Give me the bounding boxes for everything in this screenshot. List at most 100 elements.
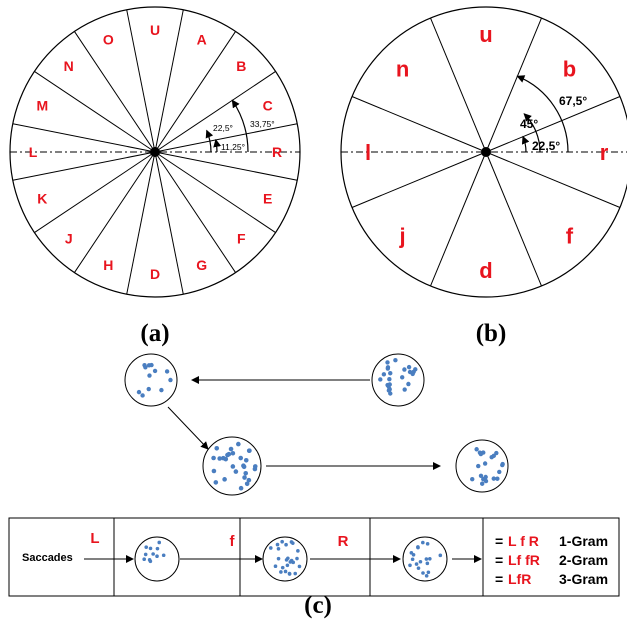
cluster-dense-mid-dot	[221, 455, 226, 461]
cluster-dense-top	[371, 353, 425, 407]
seq-cluster-1	[134, 536, 180, 582]
cluster-dense-top-dot	[385, 360, 390, 365]
cluster-medium-right-dot	[477, 450, 483, 455]
seq-cluster-3-dot	[409, 551, 414, 555]
wheel-b-8-sectors: r b u n l j d f 22,5° 45° 67,5°	[340, 6, 627, 298]
cluster-sparse-dot	[136, 389, 142, 395]
cluster-dense-mid-dot	[252, 466, 258, 472]
cluster-sparse-dot	[164, 369, 170, 374]
seq-cluster-2-dot	[297, 564, 302, 569]
cluster-sparse-dot	[143, 365, 148, 370]
cluster-dense-mid-dot	[244, 481, 250, 487]
cluster-dense-top-dot	[393, 357, 398, 363]
cluster-dense-mid-dot	[246, 477, 252, 483]
wheel-a-angle-11: 11,25°	[221, 142, 245, 152]
wa-sector-label: G	[196, 257, 207, 273]
seq-cluster-1-dot	[161, 553, 166, 558]
cluster-dense-mid-dot	[228, 446, 234, 452]
gram-1-sequence: L f R	[508, 533, 539, 549]
cluster-medium-right-dot	[491, 453, 496, 459]
wb-sector-label: b	[563, 56, 576, 81]
seq-cluster-3-dot	[421, 540, 425, 545]
cluster-medium-right-dot	[474, 447, 479, 452]
wb-spoke	[430, 151, 487, 287]
cluster-medium-right-dot	[483, 474, 488, 480]
cluster-dense-mid-dot	[236, 441, 241, 447]
wa-spoke	[126, 151, 156, 295]
wb-spoke	[485, 17, 542, 153]
wa-spoke	[74, 31, 156, 153]
cluster-sparse-dot	[149, 362, 154, 368]
cluster-dense-mid-dot	[242, 475, 247, 480]
wb-sector-label: f	[566, 223, 574, 248]
wa-spoke	[154, 123, 298, 153]
wheel-b-angle-arcs	[516, 75, 569, 153]
gram-row-3: = LfR 3-Gram	[495, 571, 608, 587]
gram-2-eq: =	[495, 552, 503, 568]
step-label-L: L	[90, 530, 99, 547]
cluster-dense-top-dot	[406, 381, 411, 387]
wheel-a-angle-33: 33,75°	[250, 119, 275, 129]
cluster-dense-mid-dot	[230, 450, 236, 456]
seq-cluster-2-outline	[262, 536, 308, 582]
wheel-b-angle-22: 22,5°	[532, 139, 560, 153]
arrow-cluster1-to-cluster3	[167, 406, 209, 450]
seq-cluster-2-dot	[293, 571, 298, 576]
wheel-b-center-dot	[481, 147, 491, 157]
wheel-b-angle-67: 67,5°	[559, 94, 587, 108]
cluster-dense-mid-dot	[230, 464, 236, 469]
seq-cluster-2-dot	[289, 540, 294, 544]
seq-cluster-3-dot	[416, 545, 420, 549]
cluster-dense-top-dot	[402, 387, 407, 392]
seq-cluster-2-dot	[287, 571, 292, 576]
wa-sector-label: H	[103, 257, 113, 273]
step-label-R: R	[338, 533, 349, 550]
cluster-dense-top-dot	[378, 377, 383, 382]
seq-cluster-3-dot	[424, 574, 429, 578]
wb-angle-arc	[523, 113, 541, 153]
wa-spoke	[154, 151, 184, 295]
wa-sector-label: J	[65, 230, 73, 246]
gram-3-eq: =	[495, 571, 503, 587]
seq-cluster-2-dot	[295, 556, 299, 561]
wheel-b-spokes	[351, 17, 621, 287]
wa-spoke	[154, 71, 276, 153]
saccades-label: Saccades	[22, 552, 73, 564]
wa-sector-label: F	[237, 230, 246, 246]
cluster-dense-top-dot	[402, 367, 407, 372]
seq-cluster-1-outline	[134, 536, 180, 582]
cluster-medium-right-dot	[478, 473, 484, 478]
cluster-dense-mid-dot	[217, 456, 222, 461]
cluster-dense-mid-dot	[211, 455, 216, 461]
cluster-medium-right-dot	[491, 476, 496, 481]
cluster-sparse-dot	[147, 373, 152, 378]
wa-sector-label: L	[29, 144, 38, 160]
wb-sector-label: r	[600, 140, 609, 165]
wb-sector-label: j	[398, 223, 405, 248]
wb-sector-label: n	[396, 56, 409, 81]
cluster-dense-mid-dot	[213, 480, 219, 485]
wheel-a-angle-arcs	[205, 99, 249, 153]
seq-cluster-2-dot	[276, 556, 281, 561]
cluster-arrows	[167, 376, 441, 470]
wa-spoke	[12, 123, 156, 153]
seq-cluster-1-dot	[155, 554, 159, 559]
cluster-dense-mid-dot	[214, 445, 220, 451]
wb-sector-label: d	[479, 258, 492, 283]
wheel-a-angle-22: 22,5°	[213, 123, 233, 133]
wa-sector-label: M	[36, 97, 48, 113]
seq-cluster-1-dot	[142, 557, 146, 562]
seq-cluster-3-dot	[428, 557, 432, 561]
cluster-sparse-dot	[168, 377, 173, 383]
cluster-medium-right	[455, 439, 509, 493]
gram-row-2: = Lf fR 2-Gram	[495, 552, 608, 568]
wheel-b-angle-labels: 22,5° 45° 67,5°	[520, 94, 587, 153]
seq-cluster-2-dot	[275, 542, 280, 547]
gram-1-name: 1-Gram	[559, 533, 608, 549]
seq-cluster-2	[262, 536, 308, 582]
cluster-dense-mid-dot	[243, 470, 249, 476]
wa-sector-label: N	[64, 58, 74, 74]
cluster-dense-top-dot	[381, 372, 387, 377]
wb-angle-arc	[516, 75, 569, 153]
cluster-medium-right-dot	[500, 461, 505, 467]
